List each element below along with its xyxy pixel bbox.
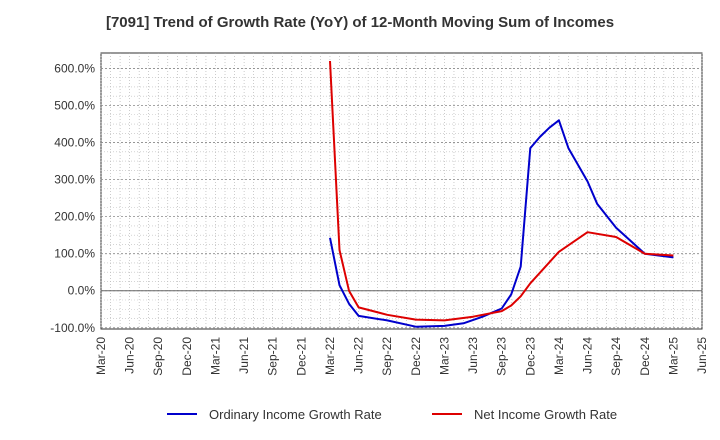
- series-line-0: [329, 119, 674, 328]
- legend-label: Net Income Growth Rate: [474, 407, 617, 422]
- x-tick-label: Sep-24: [609, 337, 623, 376]
- legend-label: Ordinary Income Growth Rate: [209, 407, 382, 422]
- x-tick-label: Dec-22: [409, 337, 423, 376]
- plot-border: [100, 52, 703, 330]
- y-tick-label: 400.0%: [54, 136, 95, 150]
- x-tick-label: Mar-23: [437, 337, 451, 375]
- grid-lines: [100, 52, 703, 330]
- x-tick-label: Jun-22: [352, 337, 366, 374]
- x-tick-label: Dec-20: [180, 337, 194, 376]
- x-tick-label: Dec-24: [638, 337, 652, 376]
- x-tick-label: Mar-25: [666, 337, 680, 375]
- y-tick-label: 500.0%: [54, 98, 95, 112]
- x-tick-label: Jun-23: [466, 337, 480, 374]
- series-line-1: [329, 60, 674, 322]
- x-tick-label: Sep-21: [266, 337, 280, 376]
- x-tick-label: Jun-21: [237, 337, 251, 374]
- x-tick-label: Mar-22: [323, 337, 337, 375]
- y-tick-label: 600.0%: [54, 61, 95, 75]
- x-tick-label: Sep-20: [151, 337, 165, 376]
- x-tick-label: Jun-20: [123, 337, 137, 374]
- x-tick-label: Dec-21: [294, 337, 308, 376]
- series-lines: [329, 60, 674, 328]
- y-tick-label: 300.0%: [54, 173, 95, 187]
- y-tick-label: 200.0%: [54, 210, 95, 224]
- x-tick-label: Dec-23: [523, 337, 537, 376]
- chart-title: [7091] Trend of Growth Rate (YoY) of 12-…: [105, 14, 615, 31]
- x-tick-label: Mar-24: [552, 337, 566, 375]
- x-tick-label: Jun-25: [695, 337, 709, 374]
- x-tick-label: Sep-23: [495, 337, 509, 376]
- x-tick-label: Mar-20: [94, 337, 108, 375]
- x-tick-label: Sep-22: [380, 337, 394, 376]
- x-tick-label: Mar-21: [208, 337, 222, 375]
- y-tick-label: -100.0%: [50, 321, 95, 335]
- y-tick-label: 0.0%: [68, 284, 96, 298]
- x-tick-label: Jun-24: [581, 337, 595, 374]
- axes: -100.0% 0.0% 100.0% 200.0% 300.0% 400.0% 500.0…: [50, 61, 709, 375]
- legend: Ordinary Income Growth Rate Net Income Gr…: [167, 407, 617, 422]
- y-tick-label: 100.0%: [54, 247, 95, 261]
